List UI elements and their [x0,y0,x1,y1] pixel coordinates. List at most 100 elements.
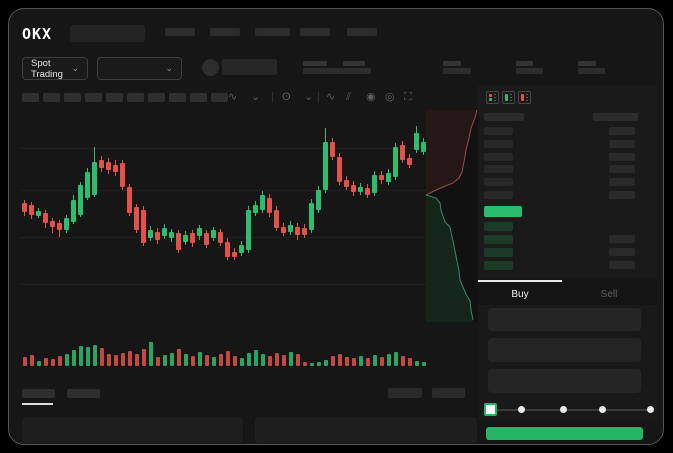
candle-body [232,252,237,257]
timeframe-placeholder[interactable] [64,93,81,102]
timeframe-placeholder[interactable] [85,93,102,102]
snapshot-icon[interactable]: ◉ [366,91,376,103]
timeframe-placeholder[interactable] [190,93,207,102]
order-input-placeholder[interactable] [488,308,641,331]
candle-body [176,233,181,250]
layout-both-icon[interactable] [486,91,499,104]
timeframe-placeholder[interactable] [148,93,165,102]
line-tool-icon[interactable]: ∿ [326,91,336,103]
ask-price-placeholder[interactable] [484,165,513,173]
chevron-down-icon: ⌄ [165,63,173,73]
ticker-stat-label-placeholder [443,61,461,66]
last-price-bar[interactable] [484,206,522,217]
tab-sell[interactable]: Sell [600,289,618,300]
candle-body [36,211,41,216]
candle-body [225,242,230,257]
volume-bar [330,356,335,366]
candle-body [407,158,412,165]
bottom-tab-placeholder[interactable] [67,389,100,398]
candle-body [22,203,27,212]
volume-bar [36,361,41,366]
bottom-button-placeholder[interactable] [388,388,422,398]
layout-asks-icon[interactable] [518,91,531,104]
volume-bar [337,354,342,366]
market-type-selector[interactable]: Spot Trading ⌄ [22,57,88,80]
timeframe-placeholder[interactable] [22,93,39,102]
volume-bar [78,346,83,366]
bottom-tab-placeholder[interactable] [22,389,55,398]
bottom-button-placeholder[interactable] [432,388,465,398]
indicator-icon[interactable]: ʘ [282,91,291,103]
ticker-stat-label-placeholder [516,61,533,66]
order-input-placeholder[interactable] [488,369,641,393]
timeframe-placeholder[interactable] [106,93,123,102]
volume-bar [106,354,111,366]
candle-body [316,190,321,210]
nav-item-placeholder[interactable] [300,28,330,36]
slider-track[interactable] [490,409,650,411]
okx-logo: OKX [22,25,53,43]
pair-selector[interactable]: ⌄ [97,57,182,80]
fullscreen-icon[interactable]: ⛶ [404,91,412,103]
candle-body [141,210,146,243]
ask-price-placeholder[interactable] [484,191,513,199]
nav-item-placeholder[interactable] [255,28,290,36]
volume-bar [372,355,377,366]
volume-bar [162,355,167,366]
gridline [20,237,428,238]
nav-item-placeholder[interactable] [165,28,195,36]
timeframe-placeholder[interactable] [127,93,144,102]
orderbook-header-amount-placeholder [593,113,638,121]
bid-amount-placeholder [609,235,635,243]
candle-body [281,227,286,233]
orderbook-header-price-placeholder [484,113,524,121]
timeframe-placeholder[interactable] [169,93,186,102]
volume-bar [50,359,55,366]
slider-stop[interactable] [518,406,525,413]
slider-stop[interactable] [599,406,606,413]
candle-body [85,172,90,198]
timeframe-placeholder[interactable] [211,93,228,102]
ask-price-placeholder[interactable] [484,127,513,135]
ask-price-placeholder[interactable] [484,178,513,186]
bid-price-placeholder[interactable] [484,235,513,244]
slider-handle[interactable] [484,403,497,416]
candle-body [246,210,251,250]
volume-bar [190,356,195,366]
layout-bids-icon[interactable] [502,91,515,104]
trade-tab-bar [478,280,657,305]
slider-stop[interactable] [647,406,654,413]
volume-bar [267,356,272,366]
search-bar[interactable] [70,25,145,42]
ask-amount-placeholder [609,178,635,186]
nav-item-placeholder[interactable] [210,28,240,36]
volume-bar [232,356,237,366]
candlestick-chart[interactable] [20,110,428,334]
order-input-placeholder[interactable] [488,338,641,362]
tab-buy[interactable]: Buy [511,289,529,300]
chevron-down-icon[interactable]: ⌄ [251,91,261,103]
slider-stop[interactable] [560,406,567,413]
bid-price-placeholder[interactable] [484,248,513,257]
settings-icon[interactable]: ◎ [385,91,395,103]
candle-body [330,142,335,157]
compare-icon[interactable]: ⫽ [346,91,351,103]
volume-bar [29,355,34,366]
volume-bar [379,357,384,366]
ask-price-placeholder[interactable] [484,140,513,148]
ask-price-placeholder[interactable] [484,153,513,161]
timeframe-placeholder[interactable] [43,93,60,102]
nav-item-placeholder[interactable] [347,28,377,36]
bid-price-placeholder[interactable] [484,261,513,270]
buy-submit-button[interactable] [486,427,643,440]
volume-bar [295,354,300,366]
volume-bar [421,362,426,366]
gridline [20,190,428,191]
bid-price-placeholder[interactable] [484,222,513,231]
volume-bar [155,357,160,366]
candle-body [323,142,328,190]
volume-bar [43,358,48,366]
ask-amount-placeholder [609,153,635,161]
chevron-down-icon[interactable]: ⌄ [304,91,314,103]
candle-style-icon[interactable]: ∿ [228,91,238,103]
